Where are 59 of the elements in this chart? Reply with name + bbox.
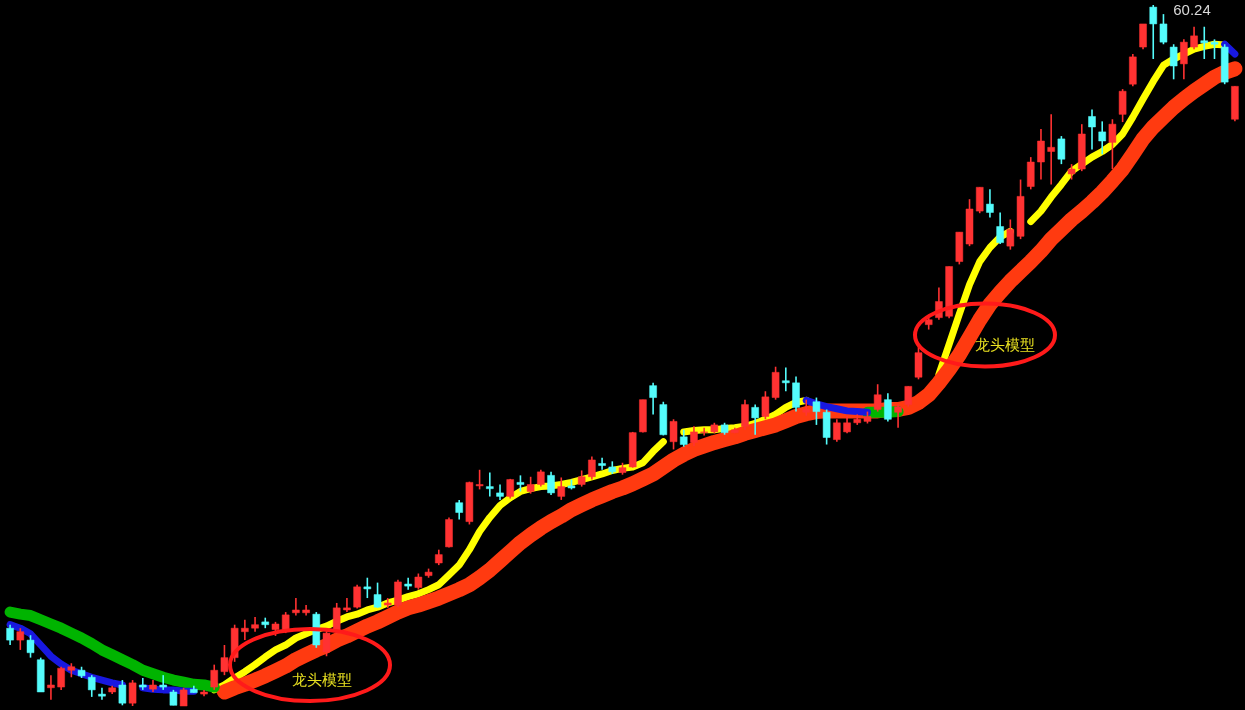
candlestick	[873, 383, 882, 413]
candlestick	[598, 457, 606, 471]
candlestick	[26, 634, 35, 659]
candlestick	[557, 476, 566, 501]
candlestick	[1149, 4, 1157, 60]
candlestick	[649, 382, 657, 416]
annotation: 龙头模型	[292, 671, 352, 688]
candlestick	[353, 583, 361, 610]
candlestick	[975, 186, 984, 214]
candlestick	[1057, 135, 1066, 165]
candlestick	[292, 597, 300, 617]
candlestick	[986, 188, 994, 219]
candlestick	[118, 679, 127, 707]
candlestick	[1047, 113, 1055, 186]
candlestick	[1210, 38, 1219, 60]
candlestick	[1098, 120, 1106, 156]
candlestick	[455, 499, 463, 521]
candlestick	[128, 679, 137, 707]
candlestick	[894, 403, 902, 429]
annotation: 60.24	[1173, 1, 1211, 18]
candlestick	[812, 396, 821, 426]
candlestick	[1180, 38, 1188, 81]
candlestick	[1118, 88, 1127, 123]
candlestick	[833, 418, 841, 443]
candlestick	[343, 597, 351, 613]
candlestick	[884, 392, 892, 423]
candlestick	[741, 398, 749, 431]
candlestick	[996, 211, 1004, 245]
annotation: 龙头模型	[975, 336, 1035, 353]
candlestick	[363, 576, 372, 599]
candlestick	[1108, 118, 1117, 170]
candlestick	[782, 366, 790, 393]
candlestick	[588, 455, 596, 481]
candlestick	[1088, 108, 1096, 151]
candlestick	[547, 471, 555, 496]
candlestick	[690, 425, 698, 447]
candlestick	[159, 674, 167, 691]
candlestick	[1139, 23, 1147, 50]
candlestick	[179, 686, 188, 707]
candlestick	[1037, 128, 1045, 181]
candlestick	[210, 663, 218, 691]
candlestick	[16, 627, 25, 651]
candlestick	[1190, 25, 1198, 50]
candlestick	[6, 623, 14, 646]
candlestick	[486, 471, 494, 498]
candlestick	[47, 674, 55, 701]
candlestick	[88, 674, 96, 698]
candlestick	[394, 579, 402, 608]
candlestick	[1159, 13, 1168, 46]
candlestick	[332, 602, 341, 635]
candlestick	[802, 398, 810, 417]
candlestick	[241, 618, 249, 641]
candlestick	[373, 581, 382, 609]
candlestick	[669, 418, 678, 451]
candlestick	[220, 644, 229, 676]
candlestick	[751, 403, 759, 436]
candlestick	[1169, 43, 1178, 81]
candlestick	[904, 385, 913, 408]
candlestick	[1200, 25, 1209, 60]
